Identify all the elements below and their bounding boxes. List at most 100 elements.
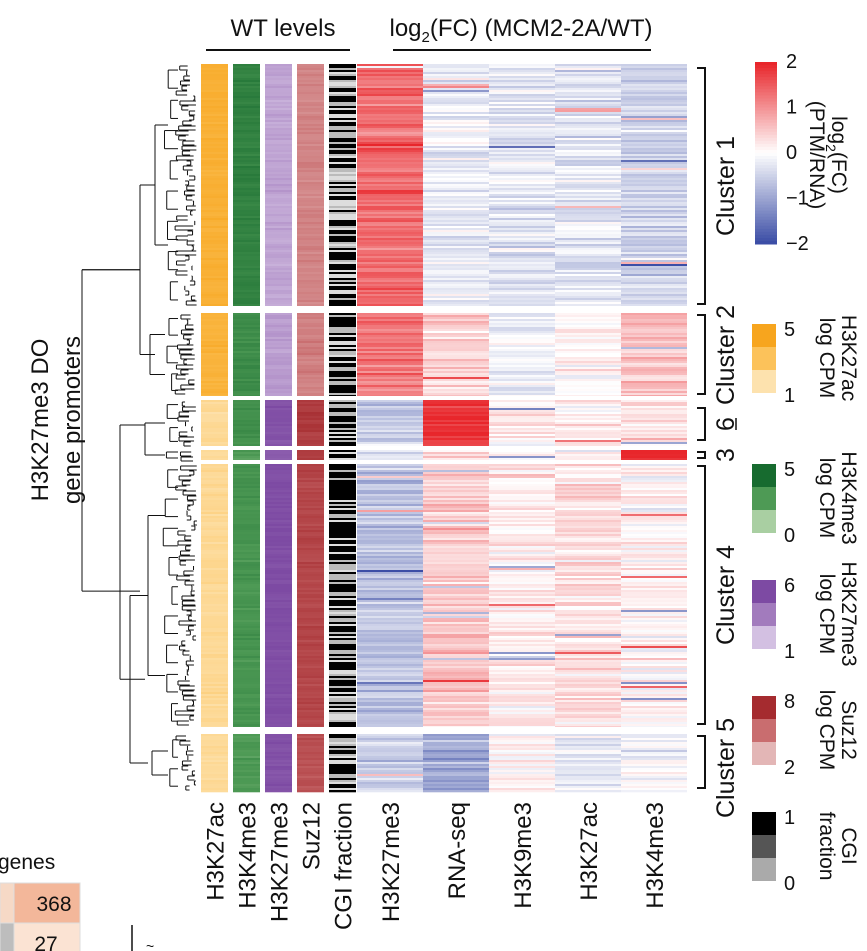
wt-cell <box>265 226 292 229</box>
fc-cell <box>489 300 555 303</box>
wt-cell <box>329 522 356 525</box>
wt-cell <box>265 634 292 637</box>
fc-cell <box>489 192 555 195</box>
fc-cell <box>555 506 621 509</box>
fc-cell <box>489 424 555 427</box>
wt-cell <box>233 120 260 123</box>
wt-cell <box>297 438 324 441</box>
fc-cell <box>357 494 423 497</box>
wt-cell <box>233 788 260 791</box>
wt-cell <box>233 632 260 635</box>
wt-cell <box>201 186 228 189</box>
wt-cell <box>265 194 292 197</box>
wt-cell <box>233 432 260 435</box>
wt-cell <box>201 278 228 281</box>
wt-cell <box>329 104 356 107</box>
wt-cell <box>265 375 292 378</box>
wt-cell <box>265 430 292 433</box>
wt-cell <box>201 84 228 87</box>
wt-cell <box>233 622 260 625</box>
wt-cell <box>265 262 292 265</box>
fc-cell <box>621 676 687 679</box>
fc-cell <box>357 86 423 89</box>
wt-cell <box>297 116 324 119</box>
fc-cell <box>555 404 621 407</box>
fc-cell <box>357 624 423 627</box>
wt-cell <box>297 327 324 330</box>
wt-cell <box>297 444 324 447</box>
wt-cell <box>297 528 324 531</box>
wt-cell <box>201 196 228 199</box>
fc-cell <box>555 514 621 517</box>
fc-cell <box>357 574 423 577</box>
wt-cell <box>265 582 292 585</box>
fc-cell <box>489 692 555 695</box>
wt-cell <box>329 684 356 687</box>
fc-cell <box>555 634 621 637</box>
fc-cell <box>357 134 423 137</box>
fc-cell <box>555 256 621 259</box>
fc-cell <box>357 254 423 257</box>
fc-cell <box>357 122 423 125</box>
fc-cell <box>357 686 423 689</box>
wt-cell <box>265 110 292 113</box>
fc-cell <box>489 444 555 447</box>
fc-cell <box>357 268 423 271</box>
wt-cell <box>201 528 228 531</box>
fc-cell <box>423 572 489 575</box>
wt-cell <box>265 574 292 577</box>
fc-cell <box>621 317 687 320</box>
fc-cell <box>621 222 687 225</box>
fc-cell <box>621 94 687 97</box>
fc-cell <box>555 574 621 577</box>
fc-cell <box>555 762 621 765</box>
wt-cell <box>201 391 228 394</box>
fc-cell <box>621 470 687 473</box>
wt-cell <box>265 726 292 728</box>
fc-cell <box>423 339 489 342</box>
wt-cell <box>201 329 228 332</box>
fc-cell <box>555 498 621 501</box>
wt-cell <box>233 160 260 163</box>
wt-cell <box>297 132 324 135</box>
wt-cell <box>297 468 324 471</box>
fc-cell <box>621 84 687 87</box>
fc-cell <box>357 546 423 549</box>
fc-cell <box>489 520 555 523</box>
fc-cell <box>489 142 555 145</box>
fc-cell <box>489 478 555 481</box>
fc-cell <box>489 100 555 103</box>
legend-swatch <box>755 153 777 157</box>
wt-cell <box>329 359 356 362</box>
fc-cell <box>621 315 687 318</box>
fc-cell <box>357 656 423 659</box>
wt-cell <box>297 86 324 89</box>
fc-cell <box>489 536 555 539</box>
fc-cell <box>489 128 555 131</box>
fc-cell <box>621 636 687 639</box>
wt-cell <box>297 474 324 477</box>
wt-cell <box>297 532 324 535</box>
fc-cell <box>489 758 555 761</box>
fc-cell <box>621 686 687 689</box>
wt-cell <box>297 520 324 523</box>
fc-cell <box>423 468 489 471</box>
wt-cell <box>201 302 228 305</box>
wt-cell <box>233 296 260 299</box>
fc-cell <box>357 542 423 545</box>
wt-cell <box>265 122 292 125</box>
fc-cell <box>423 756 489 759</box>
wt-cell <box>233 538 260 541</box>
wt-cell <box>329 564 356 567</box>
fc-cell <box>489 582 555 585</box>
fc-cell <box>621 642 687 645</box>
fc-cell <box>489 748 555 751</box>
wt-cell <box>201 530 228 533</box>
fc-cell <box>357 664 423 667</box>
wt-cell <box>329 236 356 239</box>
fc-cell <box>423 618 489 621</box>
wt-cell <box>201 248 228 251</box>
fc-cell <box>555 568 621 571</box>
wt-cell <box>265 628 292 631</box>
fc-cluster-6 <box>357 734 687 793</box>
